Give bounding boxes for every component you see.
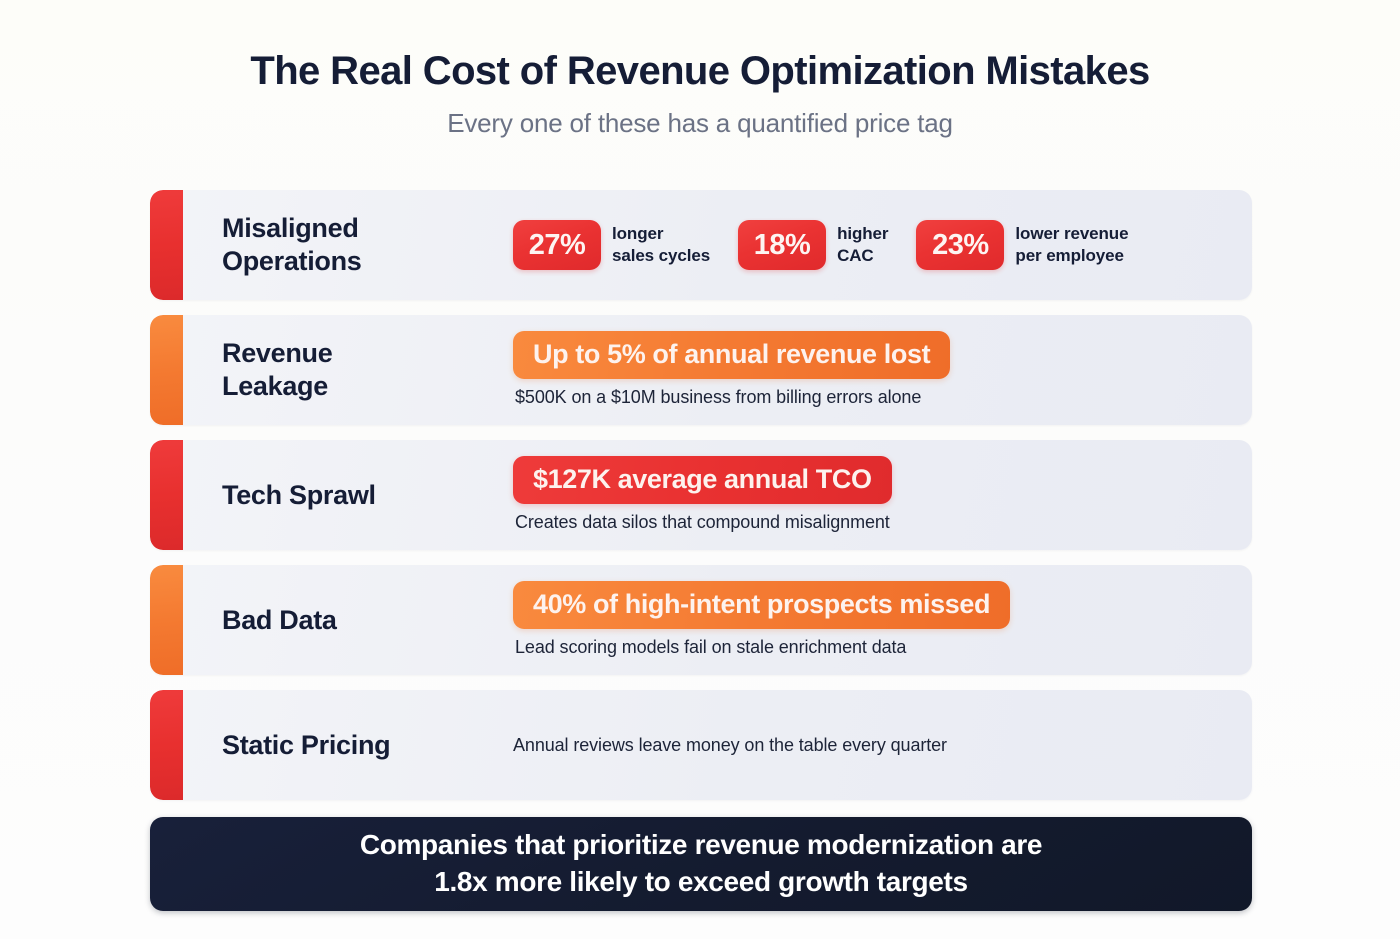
row-body: Revenue Leakage Up to 5% of annual revenu… <box>183 315 1252 425</box>
stat-badge: 18% <box>738 220 827 270</box>
cost-rows-list: Misaligned Operations 27% longer sales cyc… <box>150 190 1252 911</box>
row-note: Annual reviews leave money on the table … <box>513 734 947 755</box>
cost-row-revenue-leakage: Revenue Leakage Up to 5% of annual revenu… <box>150 315 1252 425</box>
row-label-revenue-leakage: Revenue Leakage <box>222 338 333 401</box>
stat-item: 18% higher CAC <box>738 220 889 270</box>
cost-row-misaligned-operations: Misaligned Operations 27% longer sales cyc… <box>150 190 1252 300</box>
stat-group: 27% longer sales cycles 18% higher CAC 23% lo… <box>513 220 1129 270</box>
cost-row-tech-sprawl: Tech Sprawl $127K average annual TCO Creat… <box>150 440 1252 550</box>
row-content: Up to 5% of annual revenue lost $500K on … <box>513 330 1238 409</box>
cost-row-static-pricing: Static Pricing Annual reviews leave money… <box>150 690 1252 800</box>
row-content: $127K average annual TCO Creates data sil… <box>513 455 1238 534</box>
headline-pill: $127K average annual TCO <box>513 455 892 504</box>
header: The Real Cost of Revenue Optimization Mi… <box>0 0 1400 139</box>
stat-item: 23% lower revenue per employee <box>916 220 1129 270</box>
headline-pill: 40% of high-intent prospects missed <box>513 580 1011 629</box>
row-accent-bar <box>150 315 183 425</box>
row-label-tech-sprawl: Tech Sprawl <box>222 479 376 510</box>
stat-label: longer sales cycles <box>612 224 711 265</box>
row-content: Annual reviews leave money on the table … <box>513 735 1238 756</box>
stat-label: lower revenue per employee <box>1015 224 1129 265</box>
row-label-bad-data: Bad Data <box>222 604 337 635</box>
page-title: The Real Cost of Revenue Optimization Mi… <box>250 49 1150 93</box>
banner-line2: 1.8x more likely to exceed growth target… <box>434 866 968 897</box>
headline-pill: Up to 5% of annual revenue lost <box>513 330 951 379</box>
row-content: 40% of high-intent prospects missed Lead … <box>513 580 1238 659</box>
summary-banner: Companies that prioritize revenue modern… <box>150 817 1252 911</box>
stat-label: higher CAC <box>837 224 889 265</box>
page-subtitle: Every one of these has a quantified pric… <box>447 108 953 138</box>
row-accent-bar <box>150 190 183 300</box>
row-content: 27% longer sales cycles 18% higher CAC 23% lo… <box>513 220 1238 270</box>
row-accent-bar <box>150 440 183 550</box>
row-accent-bar <box>150 565 183 675</box>
row-note: $500K on a $10M business from billing er… <box>515 386 922 407</box>
row-label-static-pricing: Static Pricing <box>222 729 391 760</box>
stat-badge: 27% <box>513 220 601 270</box>
row-note: Lead scoring models fail on stale enrich… <box>515 636 907 657</box>
row-body: Bad Data 40% of high-intent prospects mis… <box>183 565 1252 675</box>
stat-item: 27% longer sales cycles <box>513 220 710 270</box>
row-body: Static Pricing Annual reviews leave money… <box>183 690 1252 800</box>
row-body: Misaligned Operations 27% longer sales cyc… <box>183 190 1252 300</box>
row-note: Creates data silos that compound misalig… <box>515 511 890 532</box>
row-body: Tech Sprawl $127K average annual TCO Creat… <box>183 440 1252 550</box>
row-label-misaligned-operations: Misaligned Operations <box>222 213 362 276</box>
banner-line1: Companies that prioritize revenue modern… <box>359 829 1043 861</box>
stat-badge: 23% <box>916 220 1005 270</box>
cost-row-bad-data: Bad Data 40% of high-intent prospects mis… <box>150 565 1252 675</box>
row-accent-bar <box>150 690 183 800</box>
